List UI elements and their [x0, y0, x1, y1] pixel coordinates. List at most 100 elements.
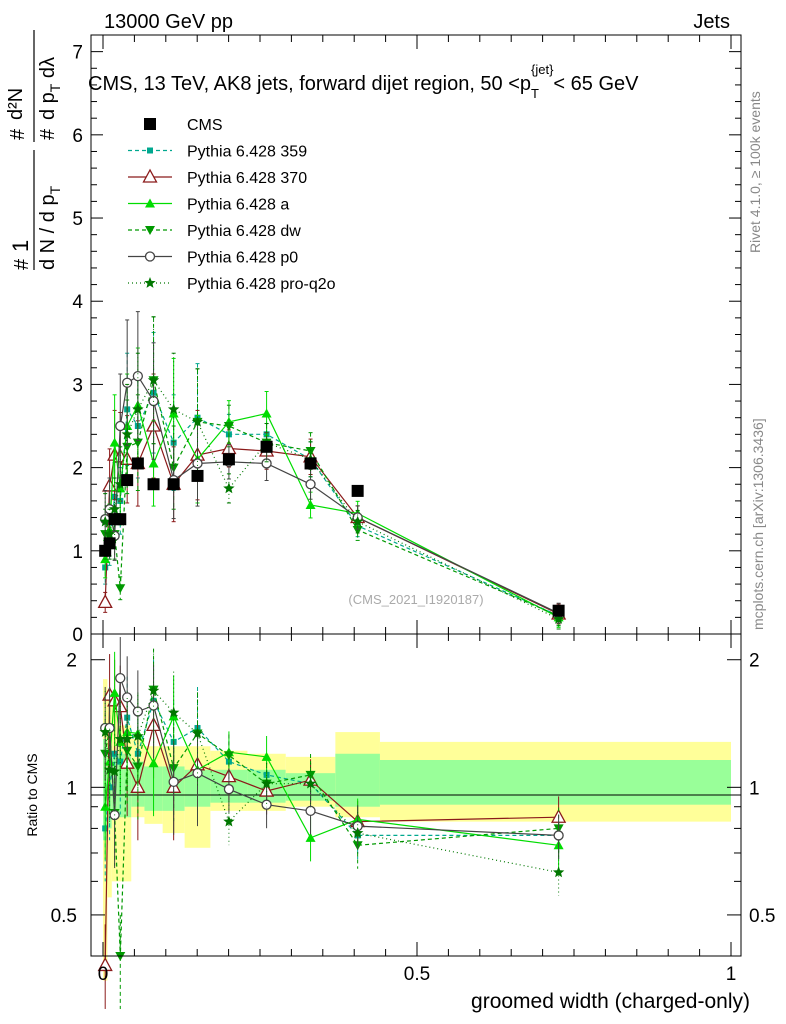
ratio-data-point: [223, 784, 235, 795]
ratio-data-point: [108, 765, 121, 777]
data-point: [97, 594, 113, 609]
ratio-y-axis-label: Ratio to CMS: [24, 753, 40, 836]
data-point: [552, 613, 565, 624]
main-ytick-label: 5: [72, 209, 83, 230]
cms-data-point: [552, 604, 565, 617]
data-point: [167, 403, 180, 415]
series-line: [104, 379, 559, 620]
xtick-label: 0.5: [404, 964, 430, 985]
legend-item: Pythia 6.428 a: [128, 197, 289, 214]
ratio-data-point: [97, 957, 113, 972]
data-point: [147, 374, 160, 386]
ratio-series-line: [104, 692, 559, 846]
ratio-data-point: [260, 777, 273, 789]
data-point: [305, 500, 316, 510]
main-ytick-label: 6: [72, 126, 83, 147]
ratio-data-point: [148, 758, 159, 768]
legend-marker: [145, 198, 155, 208]
legend-item: Pythia 6.428 359: [128, 144, 307, 161]
ratio-ytick-label-right: 0.5: [749, 906, 775, 927]
legend-item: Pythia 6.428 370: [128, 168, 307, 187]
data-point: [191, 415, 204, 427]
main-ytick-label: 7: [72, 43, 83, 64]
xtick-label: 1: [726, 964, 737, 985]
header-left: 13000 GeV pp: [104, 11, 233, 33]
ratio-band-green: [379, 760, 731, 805]
ratio-data-point: [132, 762, 143, 772]
ratio-data-point: [553, 830, 564, 841]
data-point: [192, 458, 203, 469]
cms-data-point: [351, 484, 364, 497]
ratio-data-point: [305, 832, 316, 842]
xtick-label: 0: [98, 964, 109, 985]
rivet-label: Rivet 4.1.0, ≥ 100k events: [747, 91, 763, 253]
ratio-data-point: [223, 751, 234, 761]
watermark: (CMS_2021_I1920187): [348, 592, 483, 607]
data-point: [115, 483, 126, 493]
legend-label: Pythia 6.428 p0: [187, 250, 298, 267]
ratio-data-point: [122, 692, 133, 703]
ratio-plot-panel: 0.5 0.5 1 1 2 2 0 0.5 1 Ratio to CMS groomed wi…: [24, 633, 775, 1013]
x-axis-label: groomed width (charged-only): [471, 990, 750, 1013]
ratio-data-point: [305, 805, 316, 817]
main-ytick-label: 2: [72, 459, 83, 480]
data-point: [351, 515, 364, 527]
data-point: [115, 420, 126, 432]
ratio-data-point: [109, 687, 120, 697]
ratio-series-line: [104, 689, 559, 873]
svg-text:#: #: [7, 128, 29, 140]
ratio-ytick-label: 0.5: [51, 906, 77, 927]
cms-data-point: [260, 440, 273, 453]
ratio-series-line: [104, 689, 559, 957]
data-point: [261, 408, 272, 418]
ratio-data-point: [132, 730, 144, 742]
data-point: [115, 584, 126, 594]
ratio-data-point: [168, 776, 179, 788]
ratio-data-point: [351, 827, 364, 838]
legend-item: CMS: [144, 117, 223, 134]
series-pythia-6-428-pro-q2o: [99, 316, 565, 630]
svg-text:#: #: [11, 258, 33, 270]
ratio-data-point: [261, 799, 272, 810]
data-point: [122, 377, 133, 388]
cms-data-point: [114, 513, 127, 526]
legend-item: Pythia 6.428 dw: [128, 223, 301, 240]
ratio-series-line: [104, 699, 559, 837]
data-point: [132, 370, 144, 382]
series-cms: [99, 440, 565, 617]
ratio-data-point: [304, 777, 317, 789]
ratio-ytick-label-right: 1: [749, 778, 760, 799]
ratio-data-point: [147, 684, 160, 696]
ratio-data-point: [122, 746, 133, 756]
main-ytick-label: 4: [72, 292, 83, 313]
ratio-data-point: [115, 672, 126, 684]
ratio-data-point: [103, 763, 116, 775]
legend-marker: [142, 168, 158, 183]
legend-label: CMS: [187, 117, 223, 134]
plot-title: CMS, 13 TeV, AK8 jets, forward dijet reg…: [88, 62, 639, 101]
svg-text:d²N: d²N: [5, 88, 27, 120]
data-point: [99, 515, 111, 527]
svg-text:d pT dλ: d pT dλ: [37, 57, 63, 120]
legend-label: Pythia 6.428 a: [187, 197, 289, 214]
cms-data-point: [222, 453, 235, 466]
legend-label: Pythia 6.428 359: [187, 144, 307, 161]
data-point: [103, 528, 116, 539]
ratio-data-point: [223, 815, 235, 827]
main-ytick-label: 3: [72, 375, 83, 396]
data-point: [223, 482, 235, 494]
ratio-data-point: [99, 726, 111, 737]
data-point: [114, 478, 126, 490]
data-point: [122, 442, 133, 452]
data-point: [223, 422, 234, 432]
ratio-data-point: [167, 706, 180, 718]
ratio-data-point: [114, 733, 126, 744]
legend-label: Pythia 6.428 370: [187, 170, 307, 187]
cms-data-point: [131, 457, 144, 470]
ratio-data-point: [261, 751, 272, 761]
ratio-data-point: [552, 866, 565, 878]
ratio-series-line: [105, 677, 559, 836]
cms-data-point: [167, 478, 180, 491]
data-point: [305, 479, 316, 490]
legend-marker: [144, 118, 156, 130]
